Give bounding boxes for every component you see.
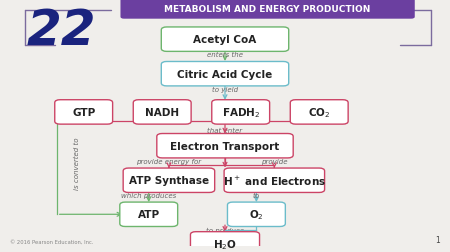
Text: ATP: ATP — [138, 209, 160, 219]
FancyBboxPatch shape — [161, 28, 289, 52]
FancyBboxPatch shape — [227, 202, 285, 227]
FancyBboxPatch shape — [121, 0, 415, 20]
Text: Electron Transport: Electron Transport — [171, 141, 279, 151]
FancyBboxPatch shape — [157, 134, 293, 158]
Text: that enter: that enter — [207, 128, 243, 134]
Text: FADH$_2$: FADH$_2$ — [221, 106, 260, 119]
Text: is converted to: is converted to — [74, 137, 80, 189]
FancyBboxPatch shape — [212, 100, 270, 125]
FancyBboxPatch shape — [161, 62, 289, 86]
Text: © 2016 Pearson Education, Inc.: © 2016 Pearson Education, Inc. — [9, 239, 93, 244]
FancyBboxPatch shape — [55, 100, 112, 125]
Text: 22: 22 — [27, 7, 96, 55]
Text: GTP: GTP — [72, 108, 95, 117]
Text: Citric Acid Cycle: Citric Acid Cycle — [177, 69, 273, 79]
FancyBboxPatch shape — [120, 202, 178, 227]
Text: which produces: which produces — [121, 192, 176, 198]
FancyBboxPatch shape — [123, 168, 215, 193]
Text: enters the: enters the — [207, 52, 243, 58]
FancyBboxPatch shape — [190, 232, 260, 252]
Text: 1: 1 — [436, 235, 441, 244]
Text: NADH: NADH — [145, 108, 179, 117]
Text: to yield: to yield — [212, 87, 238, 93]
Text: Acetyl CoA: Acetyl CoA — [194, 35, 256, 45]
Text: O$_2$: O$_2$ — [249, 208, 264, 221]
Text: METABOLISM AND ENERGY PRODUCTION: METABOLISM AND ENERGY PRODUCTION — [164, 5, 371, 14]
Text: provide: provide — [261, 158, 288, 164]
FancyBboxPatch shape — [224, 168, 324, 193]
FancyBboxPatch shape — [290, 100, 348, 125]
FancyBboxPatch shape — [133, 100, 191, 125]
Text: to produce: to produce — [206, 227, 244, 233]
Text: provide energy for: provide energy for — [136, 158, 202, 164]
Text: CO$_2$: CO$_2$ — [308, 106, 330, 119]
Text: H$^+$ and Electrons: H$^+$ and Electrons — [223, 174, 326, 187]
Text: H$_2$O: H$_2$O — [213, 237, 237, 251]
Text: to: to — [253, 192, 260, 198]
Text: ATP Synthase: ATP Synthase — [129, 176, 209, 185]
